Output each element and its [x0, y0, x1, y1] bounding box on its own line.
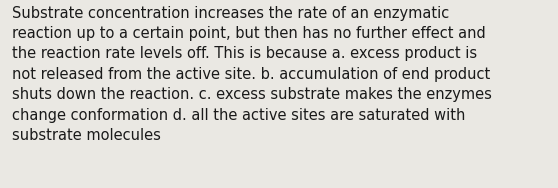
- Text: Substrate concentration increases the rate of an enzymatic
reaction up to a cert: Substrate concentration increases the ra…: [12, 6, 492, 143]
